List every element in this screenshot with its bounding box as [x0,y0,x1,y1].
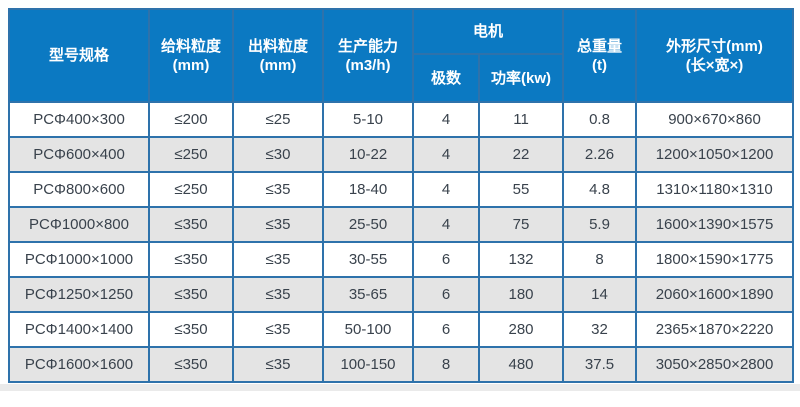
cell: 4.8 [562,171,638,208]
col-header-feed-line2: (mm) [172,56,210,74]
table-row: PCΦ600×400 ≤250 ≤30 10-22 4 22 2.26 1200×1050×1… [8,136,795,173]
col-header-model: 型号规格 [8,8,150,103]
col-header-weight: 总重量 (t) [562,8,638,103]
cell: PCΦ1400×1400 [8,311,150,348]
cell: ≤250 [148,171,234,208]
col-header-motor-power: 功率(kw) [477,53,565,103]
cell: ≤35 [232,171,324,208]
col-header-feed-size: 给料粒度 (mm) [148,8,234,103]
spec-table-page: 型号规格 给料粒度 (mm) 出料粒度 (mm) 生产能力 (m3/h) 电机 … [8,8,795,383]
table-row: PCΦ400×300 ≤200 ≤25 5-10 4 11 0.8 900×670×860 [8,101,795,138]
cell: PCΦ400×300 [8,101,150,138]
cell: 4 [412,206,480,243]
cell: ≤350 [148,311,234,348]
cell: 6 [412,241,480,278]
cell: 480 [477,346,565,383]
cell: 2365×1870×2220 [635,311,795,348]
col-header-motor-poles: 极数 [412,53,480,103]
table-row: PCΦ800×600 ≤250 ≤35 18-40 4 55 4.8 1310×1180×13… [8,171,795,208]
col-header-output-line1: 出料粒度 [247,37,308,55]
col-header-capacity-line1: 生产能力 [337,37,398,55]
cell: 37.5 [562,346,638,383]
table-row: PCΦ1000×1000 ≤350 ≤35 30-55 6 132 8 1800×1590×1… [8,241,795,278]
cell: ≤35 [232,276,324,313]
col-header-capacity: 生产能力 (m3/h) [322,8,414,103]
spec-table: 型号规格 给料粒度 (mm) 出料粒度 (mm) 生产能力 (m3/h) 电机 … [8,8,795,383]
cell: 5-10 [322,101,414,138]
cell: 1200×1050×1200 [635,136,795,173]
cell: ≤200 [148,101,234,138]
cell: 1800×1590×1775 [635,241,795,278]
cell: 4 [412,171,480,208]
cell: 280 [477,311,565,348]
cell: PCΦ1600×1600 [8,346,150,383]
col-header-weight-line1: 总重量 [577,37,623,55]
col-header-dimensions-line1: 外形尺寸(mm) [666,37,763,55]
cell: PCΦ600×400 [8,136,150,173]
cell: 35-65 [322,276,414,313]
table-row: PCΦ1250×1250 ≤350 ≤35 35-65 6 180 14 2060×1600×… [8,276,795,313]
cell: 6 [412,311,480,348]
cell: 2060×1600×1890 [635,276,795,313]
cell: 0.8 [562,101,638,138]
cell: 6 [412,276,480,313]
cell: ≤250 [148,136,234,173]
col-header-motor: 电机 [411,8,565,55]
table-row: PCΦ1400×1400 ≤350 ≤35 50-100 6 280 32 2365×1870… [8,311,795,348]
cell: 22 [477,136,565,173]
table-row: PCΦ1600×1600 ≤350 ≤35 100-150 8 480 37.5 3050×2… [8,346,795,383]
cell: ≤30 [232,136,324,173]
cell: PCΦ1250×1250 [8,276,150,313]
col-header-dimensions-line2: (长×宽×) [685,56,744,74]
cell: 4 [412,136,480,173]
cell: 55 [477,171,565,208]
cell: 18-40 [322,171,414,208]
cell: ≤35 [232,346,324,383]
col-header-capacity-line2: (m3/h) [345,56,391,74]
cell: 50-100 [322,311,414,348]
cell: 1600×1390×1575 [635,206,795,243]
cell: ≤25 [232,101,324,138]
cell: 75 [477,206,565,243]
col-header-dimensions: 外形尺寸(mm) (长×宽×) [635,8,795,103]
table-row: PCΦ1000×800 ≤350 ≤35 25-50 4 75 5.9 1600×1390×1… [8,206,795,243]
cell: 100-150 [322,346,414,383]
col-header-feed-line1: 给料粒度 [160,37,221,55]
cell: 14 [562,276,638,313]
cell: PCΦ800×600 [8,171,150,208]
cell: 25-50 [322,206,414,243]
cell: 4 [412,101,480,138]
cell: 11 [477,101,565,138]
spec-table-header: 型号规格 给料粒度 (mm) 出料粒度 (mm) 生产能力 (m3/h) 电机 … [8,8,795,103]
cell: 30-55 [322,241,414,278]
cell: 32 [562,311,638,348]
cell: 2.26 [562,136,638,173]
cell: ≤350 [148,276,234,313]
cell: 8 [412,346,480,383]
col-header-output-size: 出料粒度 (mm) [232,8,324,103]
page-bottom-strip [0,384,800,391]
cell: 180 [477,276,565,313]
cell: 8 [562,241,638,278]
cell: 10-22 [322,136,414,173]
cell: ≤35 [232,311,324,348]
cell: PCΦ1000×800 [8,206,150,243]
cell: ≤350 [148,241,234,278]
spec-table-body: PCΦ400×300 ≤200 ≤25 5-10 4 11 0.8 900×670×860 PC… [8,101,795,383]
cell: PCΦ1000×1000 [8,241,150,278]
cell: 1310×1180×1310 [635,171,795,208]
cell: ≤350 [148,206,234,243]
cell: ≤35 [232,206,324,243]
col-header-output-line2: (mm) [259,56,297,74]
col-header-weight-line2: (t) [592,56,608,74]
cell: ≤350 [148,346,234,383]
cell: 900×670×860 [635,101,795,138]
cell: 3050×2850×2800 [635,346,795,383]
cell: 132 [477,241,565,278]
cell: ≤35 [232,241,324,278]
cell: 5.9 [562,206,638,243]
